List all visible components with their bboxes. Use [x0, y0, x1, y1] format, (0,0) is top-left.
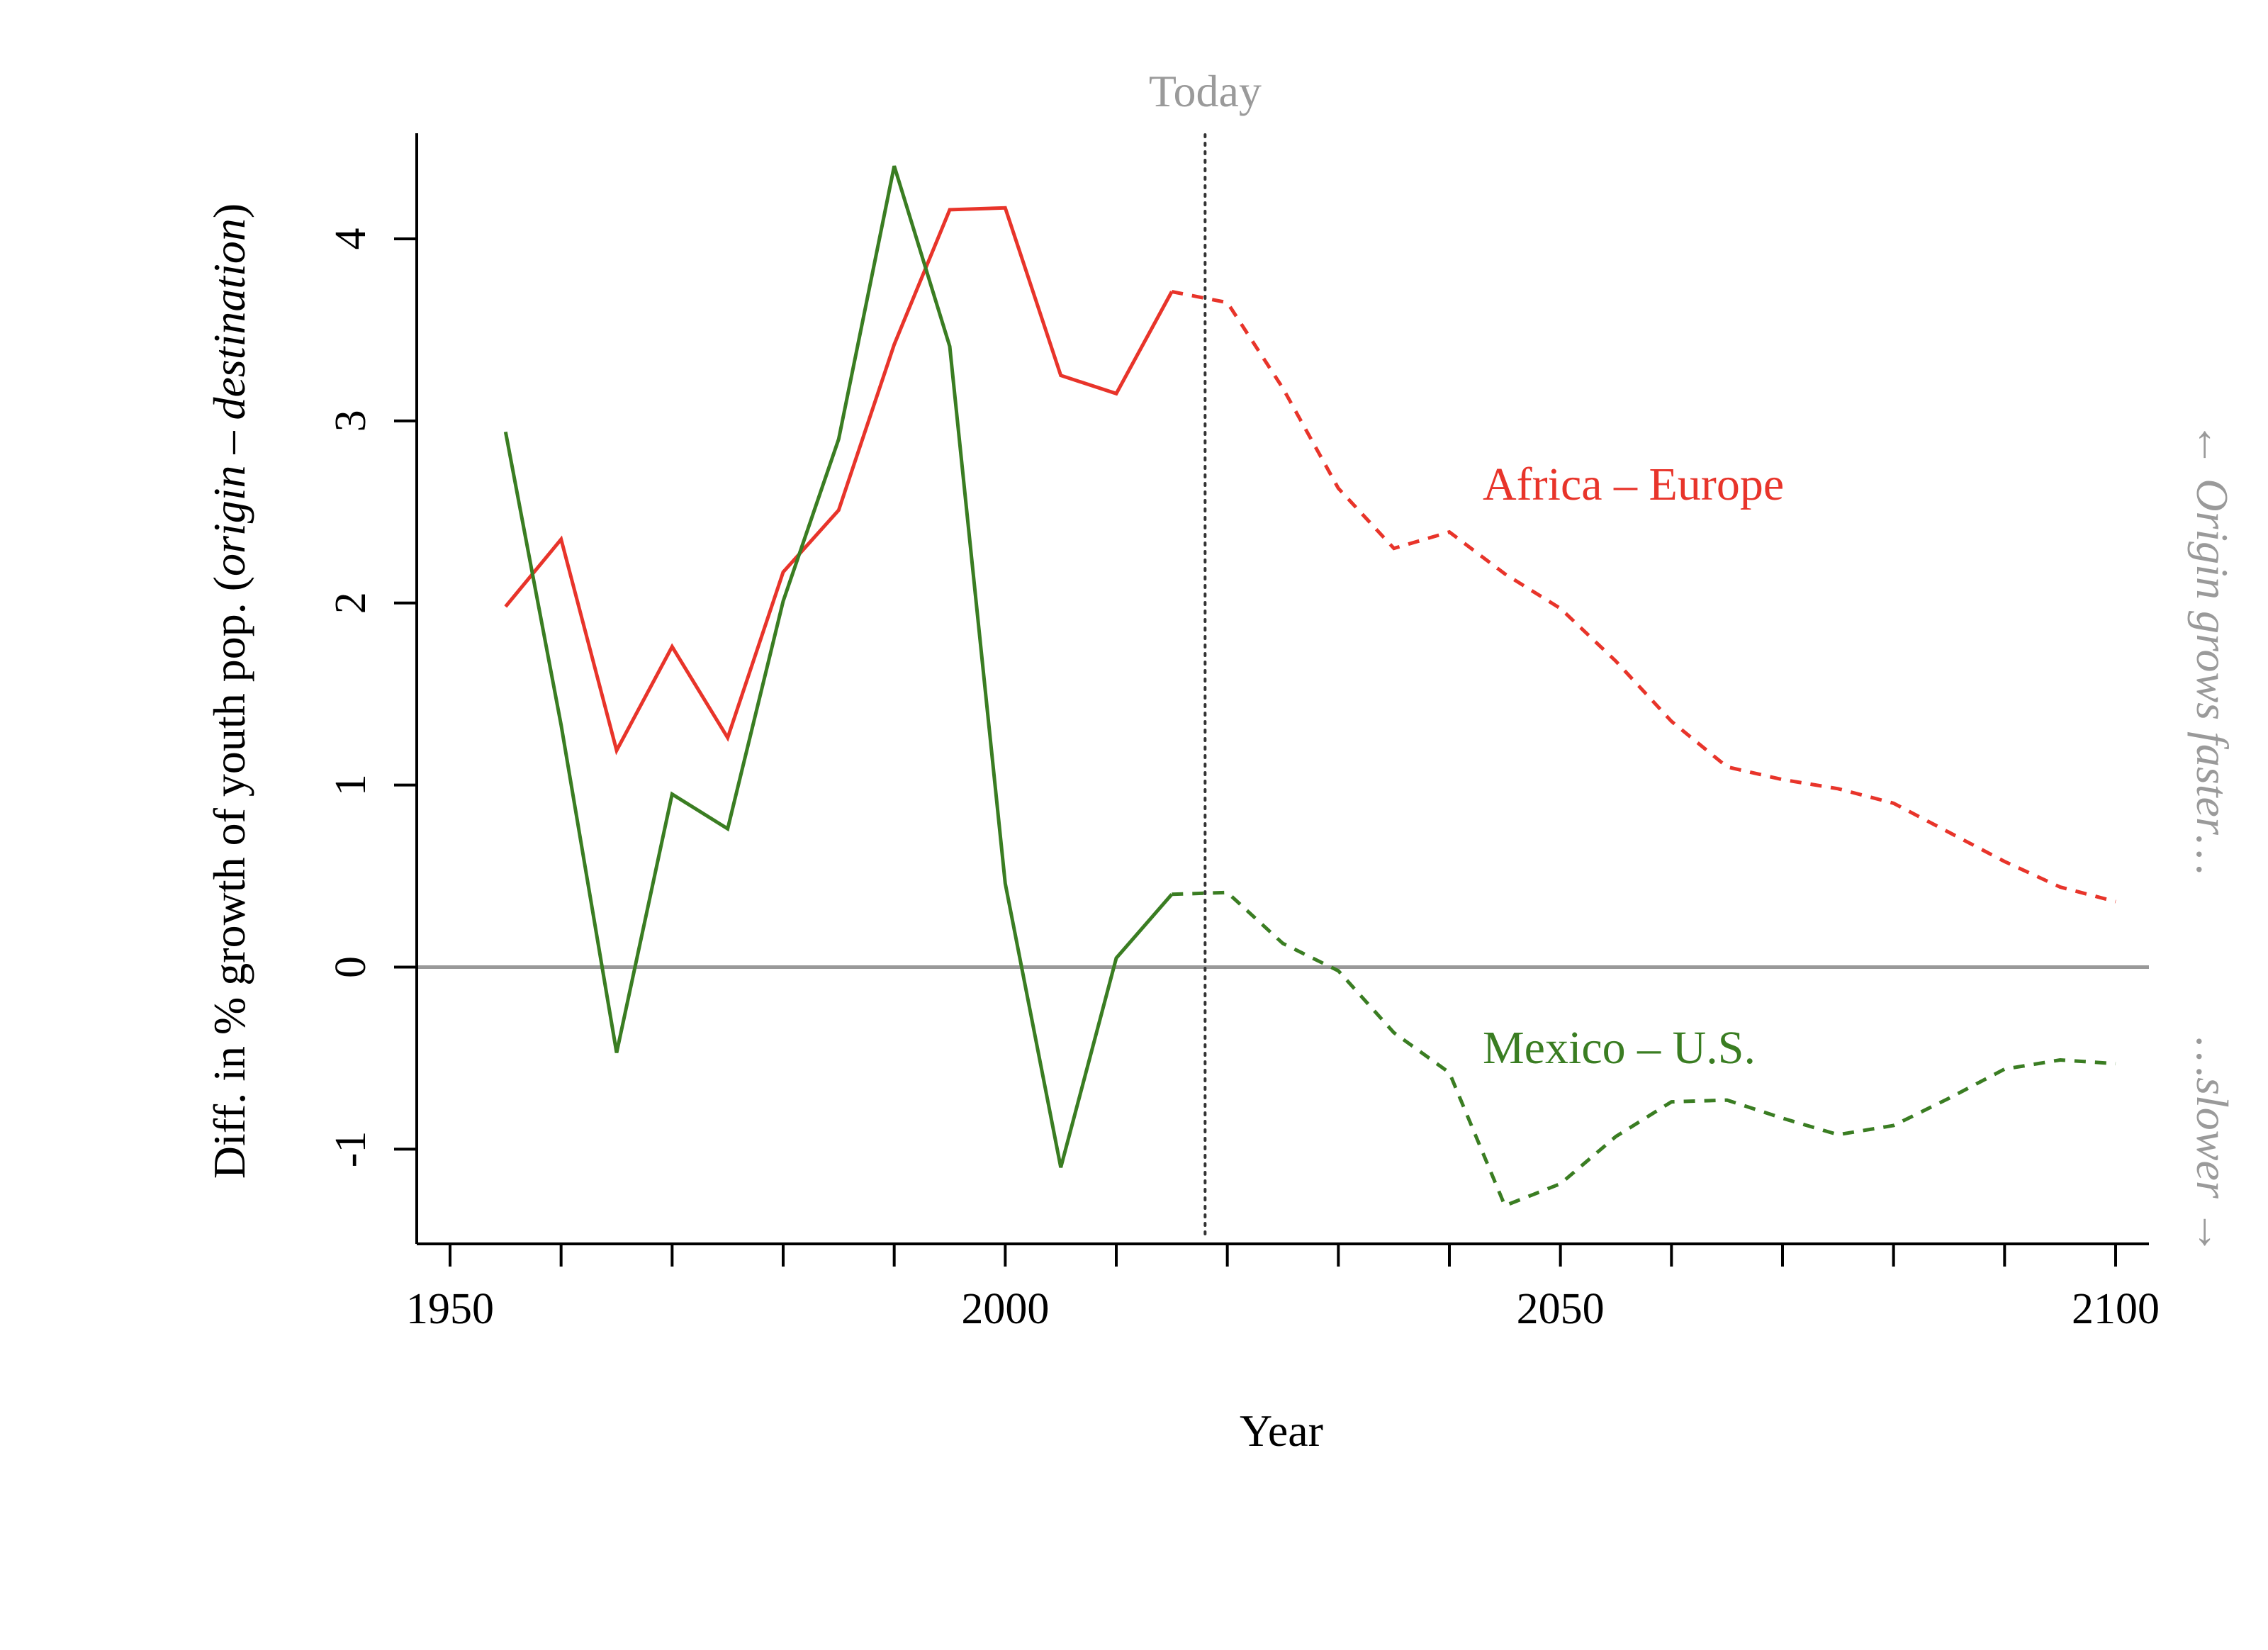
y-axis-title: Diff. in % growth of youth pop. (origin …	[204, 203, 254, 1179]
y-tick-label-1: 1	[327, 774, 375, 796]
axes-layer: 1950 2000 2050 2100 -1 0 1 2 3 4	[327, 133, 2160, 1333]
series-line-mexico-us-historical	[503, 165, 1174, 1168]
side-note-origin-faster: ← Origin grows faster…	[2187, 422, 2238, 875]
y-tick-label-2: 2	[327, 592, 375, 614]
series-label-africa-europe: Africa – Europe	[1483, 459, 1784, 510]
y-tick-label-3: 3	[327, 410, 375, 432]
y-axis-title-separator: –	[204, 420, 254, 466]
today-label: Today	[1149, 66, 1262, 116]
series-layer	[503, 165, 2116, 1208]
x-tick-label-2050: 2050	[1517, 1285, 1605, 1333]
y-tick-label-4: 4	[327, 228, 375, 249]
series-line-africa-europe-historical	[504, 206, 1174, 756]
side-note-slower: …slower →	[2187, 1037, 2238, 1255]
y-tick-label--1: -1	[327, 1131, 375, 1168]
x-axis-title: Year	[1240, 1405, 1323, 1456]
y-axis-title-suffix: )	[204, 203, 254, 218]
x-tick-label-2100: 2100	[2072, 1285, 2160, 1333]
y-axis-title-destination: destination	[204, 218, 254, 420]
y-tick-label-0: 0	[327, 956, 375, 978]
y-axis-title-prefix: Diff. in % growth of youth pop. (	[204, 576, 254, 1179]
series-line-mexico-us-projected	[1172, 890, 2116, 1208]
series-label-mexico-us: Mexico – U.S.	[1483, 1022, 1756, 1074]
y-axis-title-origin: origin	[204, 466, 254, 576]
x-tick-label-1950: 1950	[406, 1285, 494, 1333]
reference-lines-layer	[417, 133, 2149, 1236]
series-line-africa-europe-projected	[1171, 290, 2116, 904]
x-tick-label-2000: 2000	[961, 1285, 1049, 1333]
